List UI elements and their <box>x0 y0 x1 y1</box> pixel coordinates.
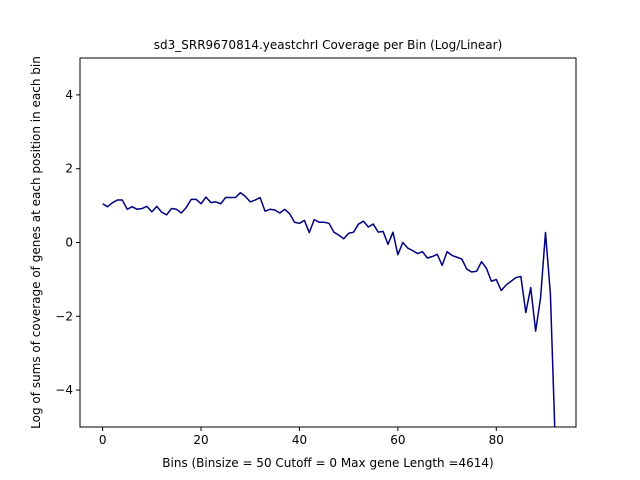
y-axis-ticks: −4 −2 0 2 4 <box>55 88 80 397</box>
y-tick-label: 0 <box>65 236 73 250</box>
x-tick-label: 40 <box>292 433 307 447</box>
x-axis-label: Bins (Binsize = 50 Cutoff = 0 Max gene L… <box>162 456 493 470</box>
y-tick-label: 2 <box>65 162 73 176</box>
coverage-series-line <box>102 191 556 427</box>
y-tick-label: 4 <box>65 88 73 102</box>
y-axis-label: Log of sums of coverage of genes at each… <box>29 56 43 429</box>
y-tick-label: −2 <box>55 309 73 323</box>
x-tick-label: 20 <box>193 433 208 447</box>
x-tick-label: 80 <box>489 433 504 447</box>
x-axis-ticks: 0 20 40 60 80 <box>99 427 504 447</box>
x-tick-label: 0 <box>99 433 107 447</box>
plot-frame <box>79 57 577 428</box>
chart-title: sd3_SRR9670814.yeastchrI Coverage per Bi… <box>154 38 503 52</box>
y-tick-label: −4 <box>55 383 73 397</box>
x-tick-label: 60 <box>390 433 405 447</box>
